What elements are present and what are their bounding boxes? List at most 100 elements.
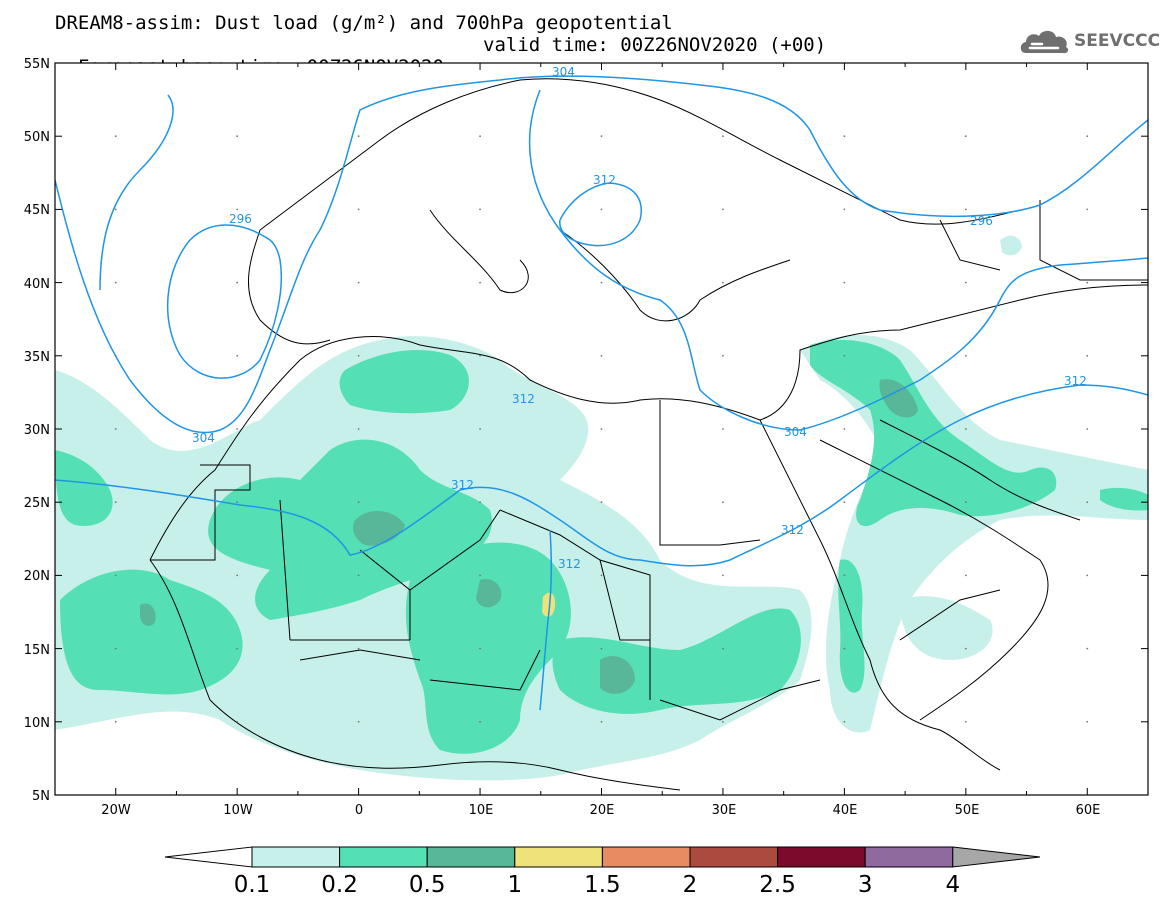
- grid-dot: [357, 208, 360, 211]
- contour-label: 296: [229, 212, 252, 226]
- grid-dot: [114, 501, 117, 504]
- grid-dot: [600, 428, 603, 430]
- grid-dot: [964, 720, 967, 723]
- geopotential-contours: [55, 75, 1148, 711]
- grid-dot: [236, 135, 239, 138]
- grid-dot: [479, 720, 481, 723]
- seevccc-logo: SEEVCCC: [1018, 26, 1161, 58]
- grid-dot: [114, 354, 117, 357]
- lon-label: 20W: [101, 803, 131, 818]
- lat-label: 25N: [24, 496, 50, 511]
- contour-label: 296: [970, 214, 993, 228]
- lon-label: 20E: [590, 803, 615, 818]
- grid-dot: [114, 720, 117, 723]
- colorbar-bin: [689, 846, 779, 868]
- colorbar: [164, 846, 1041, 868]
- grid-dot: [479, 574, 481, 577]
- grid-dot: [722, 354, 724, 357]
- grid-dot: [843, 647, 846, 650]
- grid-dot: [964, 135, 967, 138]
- grid-dot: [600, 647, 603, 650]
- grid-dot: [236, 281, 239, 284]
- grid-dot: [1086, 208, 1089, 211]
- lat-label: 55N: [24, 57, 50, 72]
- lat-label: 40N: [24, 277, 50, 292]
- colorbar-labels: 0.1 0.2 0.5 1 1.5 2 2.5 3 4: [234, 872, 960, 898]
- grid-dot: [1086, 501, 1089, 504]
- contour-label: 304: [784, 425, 807, 439]
- grid-dot: [479, 354, 481, 357]
- latitude-labels: 55N 50N 45N 40N 35N 30N 25N 20N 15N 10N …: [24, 57, 50, 804]
- colorbar-label: 0.5: [409, 872, 446, 898]
- grid-dot: [1086, 720, 1089, 723]
- grid-dot: [722, 208, 724, 211]
- lat-label: 50N: [24, 130, 50, 145]
- grid-dot: [722, 135, 724, 138]
- grid-dot: [479, 647, 481, 650]
- colorbar-label: 1.5: [584, 872, 621, 898]
- lat-label: 5N: [32, 789, 50, 804]
- grid-dot: [964, 208, 967, 211]
- grid-dot: [1086, 281, 1089, 284]
- grid-dot: [964, 501, 967, 504]
- grid-dot: [236, 720, 239, 723]
- grid-dot: [114, 428, 117, 430]
- grid-dot: [357, 354, 360, 357]
- colorbar-bin: [514, 846, 603, 868]
- colorbar-bin: [601, 846, 691, 868]
- contour-label: 312: [781, 523, 804, 537]
- grid-dot: [600, 135, 603, 138]
- colorbar-bin: [864, 846, 954, 868]
- grid-dot: [357, 574, 360, 577]
- grid-dot: [1086, 647, 1089, 650]
- grid-dot: [357, 647, 360, 650]
- lon-label: 30E: [712, 803, 737, 818]
- colorbar-label: 1: [507, 872, 522, 898]
- grid-dot: [114, 574, 117, 577]
- grid-dot: [722, 574, 724, 577]
- grid-dot: [479, 428, 481, 430]
- grid-dot: [479, 501, 481, 504]
- lat-label: 10N: [24, 716, 50, 731]
- grid-dot: [1086, 428, 1089, 430]
- valid-time: valid time: 00Z26NOV2020 (+00): [483, 34, 827, 56]
- lon-label: 60E: [1076, 803, 1101, 818]
- lat-label: 20N: [24, 569, 50, 584]
- grid-dot: [479, 135, 481, 138]
- grid-dot: [236, 501, 239, 504]
- lon-label: 0: [355, 803, 363, 818]
- contour-label: 312: [593, 173, 616, 187]
- grid-dot: [722, 281, 724, 284]
- lon-label: 10W: [223, 803, 253, 818]
- coastlines-borders: [149, 78, 1148, 791]
- grid-dot: [843, 281, 846, 284]
- contour-label: 312: [1064, 374, 1087, 388]
- grid-dot: [843, 720, 846, 723]
- grid-dot: [357, 428, 360, 430]
- grid-dot: [722, 428, 724, 430]
- logo-text: SEEVCCC: [1074, 31, 1161, 51]
- grid-dot: [114, 208, 117, 211]
- grid-dot: [843, 428, 846, 430]
- lat-label: 45N: [24, 203, 50, 218]
- axis-ticks: [55, 62, 1148, 796]
- lon-label: 50E: [955, 803, 980, 818]
- colorbar-bin: [952, 846, 1041, 868]
- grid-dot: [1086, 135, 1089, 138]
- map-title: DREAM8-assim: Dust load (g/m²) and 700hP…: [55, 12, 673, 34]
- lat-label: 35N: [24, 350, 50, 365]
- colorbar-bin: [777, 846, 866, 868]
- contour-label: 312: [512, 392, 535, 406]
- grid-dot: [600, 281, 603, 284]
- lat-label: 15N: [24, 643, 50, 658]
- grid-dot: [236, 647, 239, 650]
- colorbar-bin: [339, 846, 428, 868]
- grid-dot: [600, 354, 603, 357]
- longitude-labels: 20W 10W 0 10E 20E 30E 40E 50E 60E: [101, 803, 1100, 818]
- grid-dot: [722, 647, 724, 650]
- colorbar-label: 3: [858, 872, 873, 898]
- grid-dot: [722, 501, 724, 504]
- dust-shading-peak: [542, 592, 556, 617]
- grid-dot: [236, 354, 239, 357]
